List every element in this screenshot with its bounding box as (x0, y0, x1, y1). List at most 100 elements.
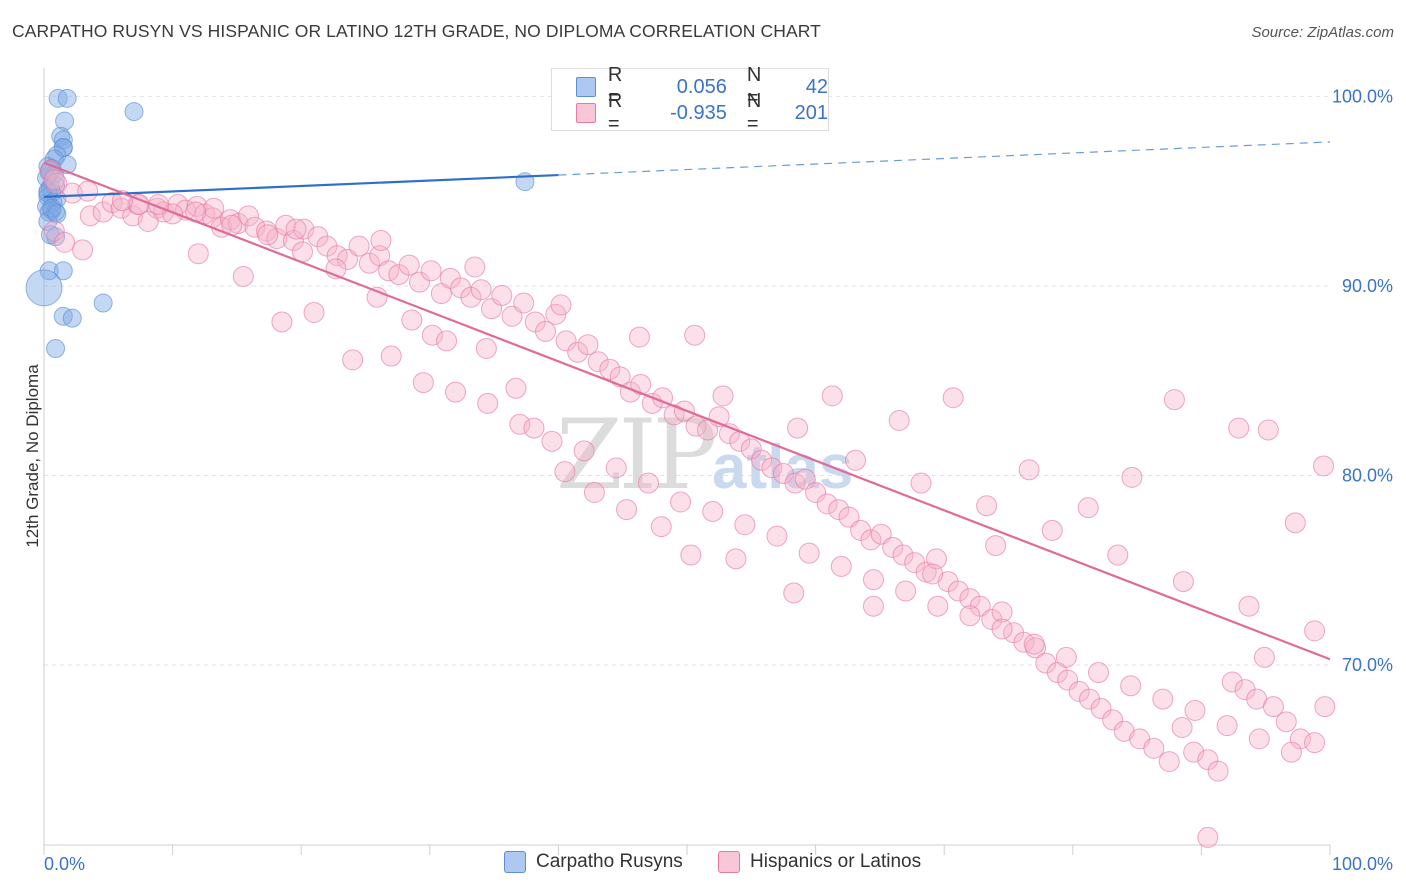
data-point (637, 472, 659, 494)
data-point (409, 271, 431, 293)
data-point (1055, 646, 1077, 668)
data-point (1102, 709, 1124, 731)
data-point (398, 254, 420, 276)
data-point (541, 430, 563, 452)
data-point (1121, 466, 1143, 488)
legend-swatch-carpatho (504, 851, 526, 873)
data-point (959, 605, 981, 627)
data-point (1088, 662, 1110, 684)
data-point (628, 326, 650, 348)
chart-title: CARPATHO RUSYN VS HISPANIC OR LATINO 12T… (12, 21, 821, 41)
data-point (137, 211, 159, 233)
data-point (61, 182, 83, 204)
data-point (93, 293, 113, 313)
data-point (370, 229, 392, 251)
data-point (734, 514, 756, 536)
data-point (1275, 711, 1297, 733)
data-point (303, 301, 325, 323)
data-point (509, 413, 531, 435)
data-point (783, 582, 805, 604)
y-tick-label: 70.0% (1342, 655, 1393, 675)
data-point (1171, 717, 1193, 739)
data-point (271, 311, 293, 333)
stats-r-value: -0.935 (670, 101, 727, 124)
trend-line (43, 173, 559, 198)
data-point (1197, 826, 1219, 848)
data-point (1057, 669, 1079, 691)
data-point (605, 457, 627, 479)
data-point (42, 198, 62, 218)
data-point (491, 284, 513, 306)
stats-r-value: 0.056 (676, 75, 727, 98)
data-point (358, 252, 380, 274)
data-point (684, 324, 706, 346)
data-point (1304, 620, 1326, 642)
data-point (554, 461, 576, 483)
data-point (922, 563, 944, 585)
data-point (1152, 688, 1174, 710)
data-point (501, 305, 523, 327)
data-point (616, 499, 638, 521)
data-point (464, 256, 486, 278)
data-point (25, 269, 63, 307)
legend-item-carpatho[interactable]: Carpatho Rusyns (504, 851, 683, 873)
data-point (976, 495, 998, 517)
data-point (420, 260, 442, 282)
data-point (1238, 595, 1260, 617)
data-point (1216, 715, 1238, 737)
data-point (54, 231, 76, 253)
data-point (1090, 698, 1112, 720)
data-point (587, 351, 609, 373)
data-point (1018, 459, 1040, 481)
data-point (1163, 389, 1185, 411)
data-point (805, 482, 827, 504)
data-point (870, 523, 892, 545)
data-point (1158, 751, 1180, 773)
data-point (821, 385, 843, 407)
stats-n-value: 201 (794, 101, 828, 124)
data-point (599, 358, 621, 380)
trend-line-extension (558, 141, 1331, 176)
data-point (816, 493, 838, 515)
data-point (187, 243, 209, 265)
legend-label-carpatho: Carpatho Rusyns (536, 851, 683, 872)
data-point (910, 472, 932, 494)
data-point (787, 417, 809, 439)
data-point (583, 482, 605, 504)
data-point (567, 341, 589, 363)
data-point (523, 417, 545, 439)
stats-row-hispanic: R = -0.935 N = 201 (576, 90, 828, 135)
data-point (244, 216, 266, 238)
stats-n-label: N = (746, 64, 762, 109)
y-axis-label: 12th Grade, No Diploma (23, 364, 42, 548)
legend-label-hispanic: Hispanics or Latinos (750, 851, 922, 872)
data-point (1253, 646, 1275, 668)
stats-n-label: N = (746, 90, 762, 135)
data-point (401, 309, 423, 331)
data-point (285, 218, 307, 240)
data-point (685, 415, 707, 437)
data-point (670, 491, 692, 513)
stats-n-value: 42 (805, 75, 828, 98)
data-point (555, 330, 577, 352)
data-point (470, 279, 492, 301)
data-point (460, 286, 482, 308)
stats-box: R = 0.056 N = 42 R = -0.935 N = 201 (551, 64, 829, 135)
data-point (1113, 720, 1135, 742)
data-point (862, 595, 884, 617)
data-point (947, 580, 969, 602)
stats-r-label: R = (607, 90, 623, 135)
data-point (1107, 544, 1129, 566)
data-point (412, 372, 434, 394)
data-point (650, 516, 672, 538)
data-point (844, 449, 866, 471)
legend-item-hispanic[interactable]: Hispanics or Latinos (718, 851, 921, 873)
data-point (985, 535, 1007, 557)
y-tick-label: 90.0% (1342, 276, 1393, 296)
data-point (342, 349, 364, 371)
data-point (798, 542, 820, 564)
series-hispanics-or-latinos (39, 159, 1336, 848)
data-point (124, 102, 144, 122)
data-point (1304, 732, 1326, 754)
data-point (725, 548, 747, 570)
